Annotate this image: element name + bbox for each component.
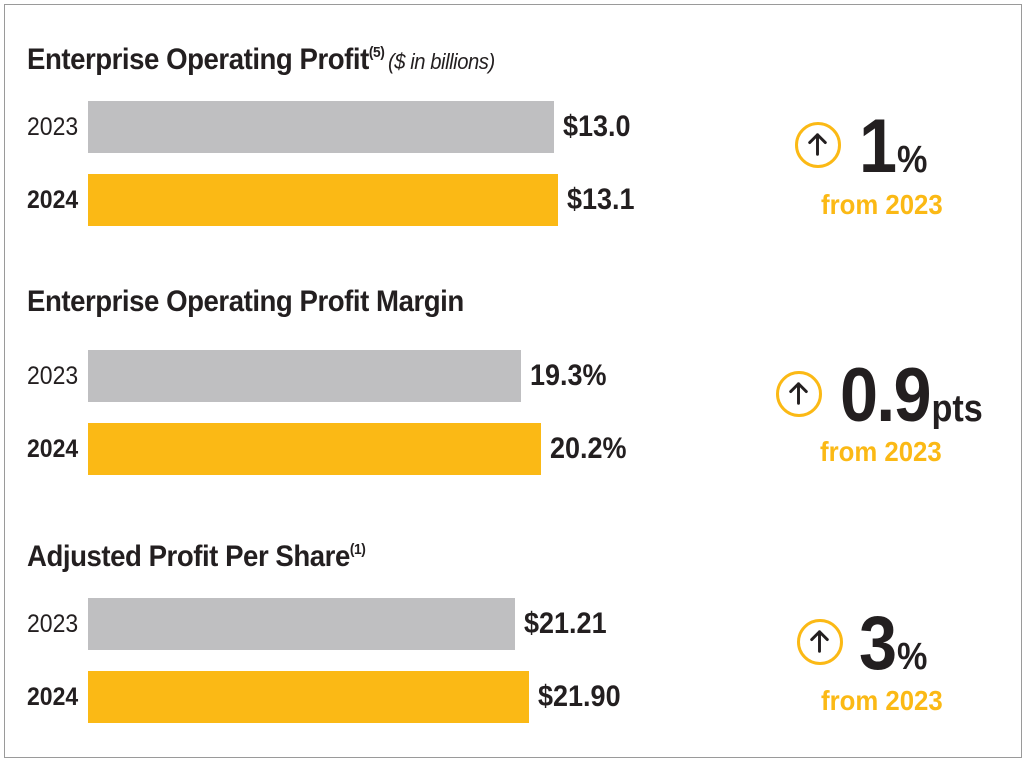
category-label-2024: 2024	[27, 186, 79, 214]
adjusted-profit-per-share-panel: Adjusted Profit Per Share(1) 2023 $21.21…	[0, 525, 1029, 775]
panel-title-text: Adjusted Profit Per Share	[27, 540, 350, 573]
value-label-2023: 19.3%	[529, 359, 607, 392]
change-value: 1%	[859, 109, 927, 198]
value-label-2024: $21.90	[538, 680, 621, 713]
change-value: 0.9pts	[840, 358, 983, 447]
change-number: 0.9	[840, 353, 931, 438]
change-unit: %	[897, 636, 928, 678]
bar-2023	[88, 350, 521, 402]
bar-2024	[88, 671, 529, 723]
panel-title-text: Enterprise Operating Profit Margin	[27, 285, 464, 318]
category-label-2024: 2024	[27, 683, 79, 711]
value-label-2024: $13.1	[567, 183, 635, 216]
value-label-2023: $21.21	[524, 607, 607, 640]
category-label-2023: 2023	[27, 113, 79, 141]
up-arrow-icon	[797, 619, 843, 665]
bar-2024	[88, 423, 541, 475]
change-value: 3%	[859, 606, 927, 695]
operating-profit-panel: Enterprise Operating Profit(5) ($ in bill…	[0, 28, 1029, 278]
change-number: 3	[859, 601, 897, 686]
up-arrow-icon	[795, 122, 841, 168]
panel-title: Adjusted Profit Per Share(1)	[27, 525, 366, 575]
change-indicator: 3% from 2023	[797, 606, 1027, 750]
category-label-2023: 2023	[27, 610, 79, 638]
panel-title: Enterprise Operating Profit(5) ($ in bill…	[27, 28, 495, 78]
change-number: 1	[859, 104, 897, 189]
unit-label: ($ in billions)	[388, 49, 495, 74]
bar-2023	[88, 101, 555, 153]
bar-2023	[88, 598, 516, 650]
value-label-2023: $13.0	[563, 110, 631, 143]
change-unit: pts	[931, 388, 983, 430]
change-unit: %	[897, 139, 928, 181]
title-footnote: (1)	[349, 541, 366, 558]
panel-title: Enterprise Operating Profit Margin	[27, 277, 464, 327]
panel-title-text: Enterprise Operating Profit	[27, 43, 369, 76]
up-arrow-icon	[776, 371, 822, 417]
value-label-2024: 20.2%	[550, 432, 627, 465]
category-label-2023: 2023	[27, 362, 79, 390]
title-footnote: (5)	[368, 44, 385, 61]
bar-2024	[88, 174, 558, 226]
change-indicator: 0.9pts from 2023	[776, 358, 1006, 502]
change-indicator: 1% from 2023	[795, 109, 1025, 253]
operating-profit-margin-panel: Enterprise Operating Profit Margin 2023 …	[0, 277, 1029, 527]
change-caption: from 2023	[820, 436, 942, 467]
change-caption: from 2023	[821, 189, 943, 220]
change-caption: from 2023	[821, 685, 943, 716]
category-label-2024: 2024	[27, 435, 79, 463]
